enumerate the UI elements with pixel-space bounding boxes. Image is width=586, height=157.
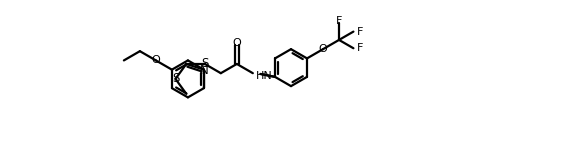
Text: S: S xyxy=(201,57,209,70)
Text: S: S xyxy=(172,72,179,85)
Text: F: F xyxy=(356,43,363,53)
Text: O: O xyxy=(233,38,241,48)
Text: F: F xyxy=(336,16,342,26)
Text: O: O xyxy=(319,44,328,54)
Text: O: O xyxy=(152,55,161,65)
Text: N: N xyxy=(200,64,209,77)
Text: HN: HN xyxy=(256,71,272,81)
Text: F: F xyxy=(356,27,363,37)
